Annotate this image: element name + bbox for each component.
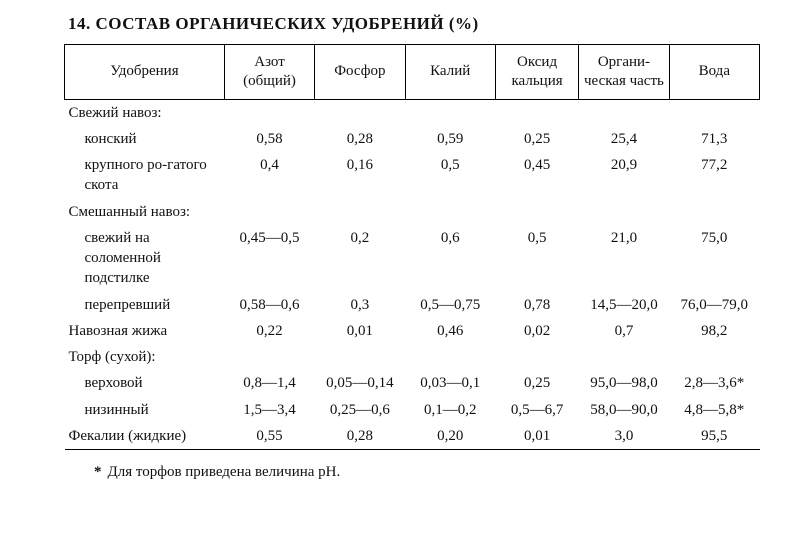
- col-header-water: Вода: [669, 45, 759, 100]
- cell: 95,0—98,0: [579, 370, 669, 396]
- section-label: Смешанный навоз:: [65, 199, 760, 225]
- col-header-phosphorus: Фосфор: [315, 45, 405, 100]
- cell: 0,78: [495, 292, 578, 318]
- cell: 0,2: [315, 225, 405, 292]
- cell: 0,1—0,2: [405, 397, 495, 423]
- cell: 0,20: [405, 423, 495, 450]
- section-label: Свежий навоз:: [65, 99, 760, 126]
- cell: 25,4: [579, 126, 669, 152]
- col-header-potassium: Калий: [405, 45, 495, 100]
- cell: 0,59: [405, 126, 495, 152]
- cell: 0,5: [495, 225, 578, 292]
- cell: 0,25—0,6: [315, 397, 405, 423]
- cell: 0,58—0,6: [224, 292, 314, 318]
- document-page: 14. СОСТАВ ОРГАНИЧЕСКИХ УДОБРЕНИЙ (%) Уд…: [0, 0, 800, 491]
- table-row: перепревший 0,58—0,6 0,3 0,5—0,75 0,78 1…: [65, 292, 760, 318]
- cell: 0,02: [495, 318, 578, 344]
- cell: 1,5—3,4: [224, 397, 314, 423]
- cell: 21,0: [579, 225, 669, 292]
- cell: 0,25: [495, 370, 578, 396]
- cell: 3,0: [579, 423, 669, 450]
- table-header: Удобрения Азот (общий) Фосфор Калий Окси…: [65, 45, 760, 100]
- col-header-nitrogen: Азот (общий): [224, 45, 314, 100]
- cell: 0,58: [224, 126, 314, 152]
- cell: 0,45: [495, 152, 578, 199]
- cell: 0,4: [224, 152, 314, 199]
- row-label: Навозная жижа: [65, 318, 225, 344]
- cell: 58,0—90,0: [579, 397, 669, 423]
- row-label: крупного ро-гатого скота: [65, 152, 225, 199]
- cell: 0,28: [315, 126, 405, 152]
- col-header-calcium-oxide: Оксид кальция: [495, 45, 578, 100]
- row-label: конский: [65, 126, 225, 152]
- row-label: Фекалии (жидкие): [65, 423, 225, 450]
- cell: 98,2: [669, 318, 759, 344]
- cell: 20,9: [579, 152, 669, 199]
- fertilizer-table: Удобрения Азот (общий) Фосфор Калий Окси…: [64, 44, 760, 450]
- table-row: низинный 1,5—3,4 0,25—0,6 0,1—0,2 0,5—6,…: [65, 397, 760, 423]
- cell: 0,5—0,75: [405, 292, 495, 318]
- cell: 95,5: [669, 423, 759, 450]
- table-row: Навозная жижа 0,22 0,01 0,46 0,02 0,7 98…: [65, 318, 760, 344]
- cell: 4,8—5,8*: [669, 397, 759, 423]
- cell: 0,25: [495, 126, 578, 152]
- footnote: * Для торфов приведена величина pH.: [94, 464, 760, 481]
- table-row: конский 0,58 0,28 0,59 0,25 25,4 71,3: [65, 126, 760, 152]
- row-label: низинный: [65, 397, 225, 423]
- table-row: верховой 0,8—1,4 0,05—0,14 0,03—0,1 0,25…: [65, 370, 760, 396]
- section-mixed-manure: Смешанный навоз:: [65, 199, 760, 225]
- row-label: свежий на соломенной подстилке: [65, 225, 225, 292]
- cell: 0,46: [405, 318, 495, 344]
- section-fresh-manure: Свежий навоз:: [65, 99, 760, 126]
- cell: 0,3: [315, 292, 405, 318]
- cell: 71,3: [669, 126, 759, 152]
- cell: 0,55: [224, 423, 314, 450]
- section-label: Торф (сухой):: [65, 344, 760, 370]
- footnote-marker: *: [94, 464, 102, 480]
- cell: 76,0—79,0: [669, 292, 759, 318]
- cell: 0,45—0,5: [224, 225, 314, 292]
- cell: 77,2: [669, 152, 759, 199]
- cell: 0,5—6,7: [495, 397, 578, 423]
- table-title: 14. СОСТАВ ОРГАНИЧЕСКИХ УДОБРЕНИЙ (%): [68, 14, 760, 34]
- cell: 2,8—3,6*: [669, 370, 759, 396]
- col-header-organic-part: Органи-ческая часть: [579, 45, 669, 100]
- cell: 0,28: [315, 423, 405, 450]
- cell: 0,7: [579, 318, 669, 344]
- cell: 0,5: [405, 152, 495, 199]
- row-label: верховой: [65, 370, 225, 396]
- table-row: крупного ро-гатого скота 0,4 0,16 0,5 0,…: [65, 152, 760, 199]
- cell: 0,01: [495, 423, 578, 450]
- footnote-text: Для торфов приведена величина pH.: [108, 464, 341, 480]
- cell: 0,03—0,1: [405, 370, 495, 396]
- section-peat: Торф (сухой):: [65, 344, 760, 370]
- cell: 75,0: [669, 225, 759, 292]
- table-body: Свежий навоз: конский 0,58 0,28 0,59 0,2…: [65, 99, 760, 450]
- col-header-fertilizer: Удобрения: [65, 45, 225, 100]
- cell: 0,05—0,14: [315, 370, 405, 396]
- cell: 0,22: [224, 318, 314, 344]
- table-row: Фекалии (жидкие) 0,55 0,28 0,20 0,01 3,0…: [65, 423, 760, 450]
- cell: 0,16: [315, 152, 405, 199]
- row-label: перепревший: [65, 292, 225, 318]
- cell: 0,6: [405, 225, 495, 292]
- table-row: свежий на соломенной подстилке 0,45—0,5 …: [65, 225, 760, 292]
- cell: 0,01: [315, 318, 405, 344]
- cell: 0,8—1,4: [224, 370, 314, 396]
- cell: 14,5—20,0: [579, 292, 669, 318]
